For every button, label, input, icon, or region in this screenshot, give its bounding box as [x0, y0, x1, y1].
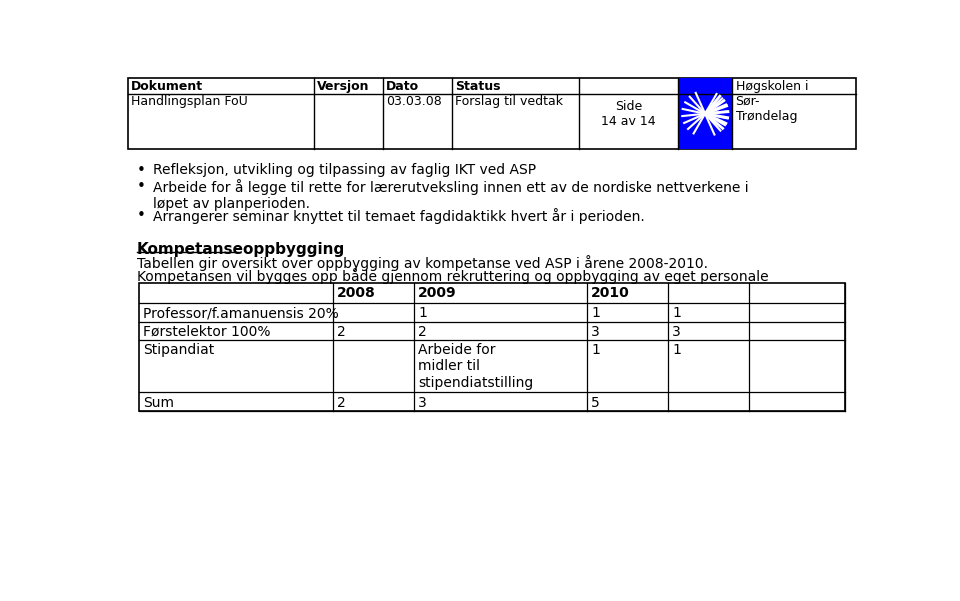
- Bar: [678, 78, 732, 149]
- Text: Arbeide for
midler til
stipendiatstilling: Arbeide for midler til stipendiatstillin…: [419, 343, 534, 389]
- Text: 1: 1: [591, 343, 600, 357]
- Text: 5: 5: [591, 395, 600, 409]
- Text: •: •: [137, 179, 146, 194]
- Text: 1: 1: [672, 343, 681, 357]
- Text: 3: 3: [591, 325, 600, 339]
- Text: Kompetansen vil bygges opp både gjennom rekruttering og oppbygging av eget perso: Kompetansen vil bygges opp både gjennom …: [137, 267, 769, 284]
- Text: •: •: [137, 209, 146, 224]
- Text: Professor/f.amanuensis 20%: Professor/f.amanuensis 20%: [143, 306, 339, 320]
- Text: 1: 1: [591, 306, 600, 320]
- Text: Høgskolen i
Sør-
Trøndelag: Høgskolen i Sør- Trøndelag: [735, 80, 808, 123]
- Text: 2: 2: [337, 395, 346, 409]
- Text: Handlingsplan FoU: Handlingsplan FoU: [131, 95, 248, 108]
- Text: 1: 1: [419, 306, 427, 320]
- Text: Tabellen gir oversikt over oppbygging av kompetanse ved ASP i årene 2008-2010.: Tabellen gir oversikt over oppbygging av…: [137, 255, 708, 271]
- Text: 1: 1: [672, 306, 681, 320]
- Bar: [139, 283, 845, 411]
- Text: 03.03.08: 03.03.08: [386, 95, 442, 108]
- Text: Sum: Sum: [143, 395, 175, 409]
- Text: 2008: 2008: [337, 286, 376, 300]
- Text: 3: 3: [672, 325, 681, 339]
- Circle shape: [683, 91, 728, 136]
- Text: Forslag til vedtak: Forslag til vedtak: [455, 95, 563, 108]
- Text: Dato: Dato: [386, 80, 419, 93]
- Text: 2010: 2010: [591, 286, 630, 300]
- Text: Kompetanseoppbygging: Kompetanseoppbygging: [137, 242, 346, 257]
- Bar: [128, 78, 856, 149]
- Text: Dokument: Dokument: [131, 80, 203, 93]
- Text: Versjon: Versjon: [317, 80, 369, 93]
- Text: Arrangerer seminar knyttet til temaet fagdidaktikk hvert år i perioden.: Arrangerer seminar knyttet til temaet fa…: [153, 209, 644, 224]
- Text: Side
14 av 14: Side 14 av 14: [601, 100, 656, 127]
- Text: •: •: [137, 163, 146, 178]
- Text: Stipandiat: Stipandiat: [143, 343, 214, 357]
- Text: Førstelektor 100%: Førstelektor 100%: [143, 325, 271, 339]
- Text: 2: 2: [337, 325, 346, 339]
- Text: Status: Status: [455, 80, 500, 93]
- Text: Refleksjon, utvikling og tilpassing av faglig IKT ved ASP: Refleksjon, utvikling og tilpassing av f…: [153, 163, 536, 177]
- Text: 2: 2: [419, 325, 427, 339]
- Text: 2009: 2009: [419, 286, 457, 300]
- Text: 3: 3: [419, 395, 427, 409]
- Text: Arbeide for å legge til rette for lærerutveksling innen ett av de nordiske nettv: Arbeide for å legge til rette for læreru…: [153, 179, 748, 212]
